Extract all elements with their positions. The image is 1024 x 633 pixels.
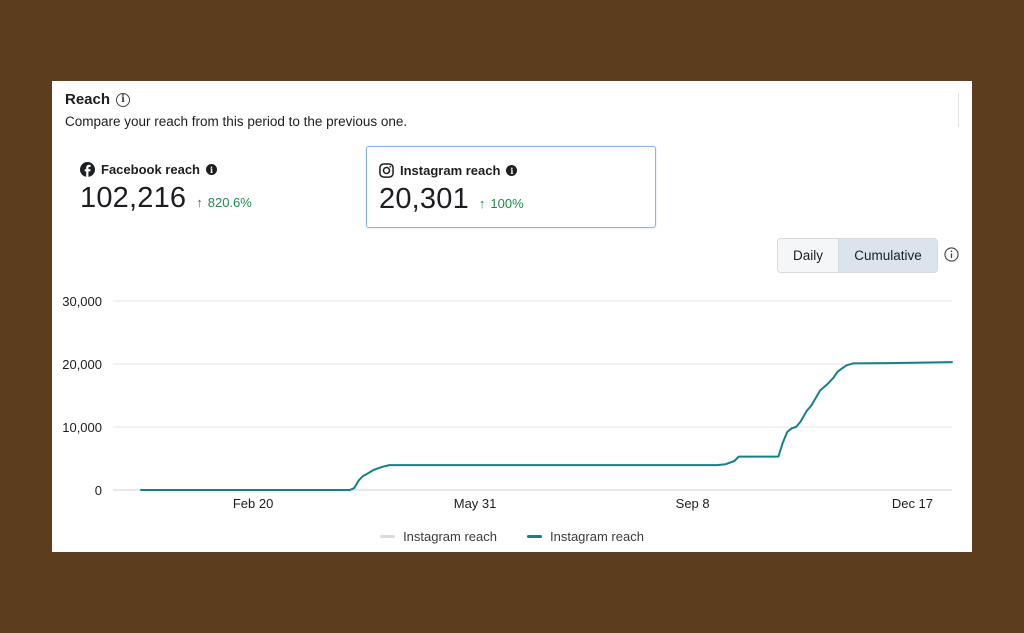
page-subtitle: Compare your reach from this period to t…	[65, 114, 408, 129]
y-tick-label: 0	[95, 483, 102, 498]
instagram-reach-label: Instagram reach	[400, 163, 501, 178]
cumulative-button[interactable]: Cumulative	[838, 239, 937, 272]
info-icon[interactable]: i	[116, 92, 131, 107]
legend-item-previous[interactable]: Instagram reach	[380, 529, 497, 544]
legend-item-current[interactable]: Instagram reach	[527, 529, 644, 544]
instagram-icon	[379, 163, 394, 178]
chart-legend: Instagram reach Instagram reach	[52, 529, 972, 544]
arrow-up-icon: ↑	[478, 196, 486, 211]
facebook-reach-label-row: Facebook reach i	[80, 162, 217, 177]
facebook-icon	[80, 162, 95, 177]
info-icon[interactable]: i	[206, 164, 217, 175]
y-tick-label: 10,000	[62, 420, 102, 435]
reach-header: Reach i	[65, 91, 131, 108]
legend-swatch-current	[527, 535, 542, 538]
x-tick-label: Sep 8	[676, 496, 710, 511]
info-icon[interactable]	[944, 247, 959, 262]
facebook-reach-value: 102,216	[80, 182, 187, 214]
facebook-reach-card[interactable]: Facebook reach i 102,216 ↑ 820.6%	[70, 146, 360, 228]
facebook-reach-label: Facebook reach	[101, 162, 200, 177]
legend-label-previous: Instagram reach	[403, 529, 497, 544]
instagram-reach-change: ↑ 100%	[479, 196, 524, 211]
divider	[958, 93, 959, 127]
facebook-reach-change-value: 820.6%	[207, 195, 252, 210]
y-tick-label: 20,000	[62, 357, 102, 372]
daily-button[interactable]: Daily	[778, 239, 838, 272]
facebook-reach-value-row: 102,216 ↑ 820.6%	[80, 182, 252, 215]
instagram-reach-label-row: Instagram reach i	[379, 163, 518, 178]
instagram-reach-value: 20,301	[379, 183, 469, 215]
arrow-up-icon: ↑	[196, 195, 203, 210]
instagram-reach-change-value: 100%	[490, 196, 524, 211]
facebook-reach-change: ↑ 820.6%	[196, 195, 252, 210]
x-tick-label: Feb 20	[233, 496, 273, 511]
reach-panel: Reach i Compare your reach from this per…	[52, 81, 972, 552]
page-title: Reach	[65, 91, 111, 108]
info-icon[interactable]: i	[506, 165, 518, 176]
instagram-reach-card[interactable]: Instagram reach i 20,301 ↑ 100%	[366, 146, 656, 228]
legend-swatch-previous	[380, 535, 396, 538]
instagram-reach-value-row: 20,301 ↑ 100%	[379, 183, 524, 216]
x-tick-label: May 31	[454, 496, 497, 511]
view-toggle: Daily Cumulative	[777, 238, 938, 273]
x-tick-label: Dec 17	[892, 496, 933, 511]
legend-label-current: Instagram reach	[550, 529, 644, 544]
y-tick-label: 30,000	[62, 294, 102, 309]
reach-line-chart: 30,000 20,000 10,000 0 Feb 20 May 31 Sep 8 Dec …	[62, 294, 953, 511]
series-line-current	[140, 361, 953, 491]
